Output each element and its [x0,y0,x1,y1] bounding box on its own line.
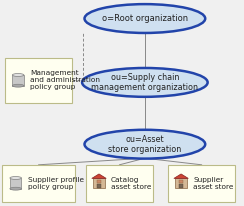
Ellipse shape [10,177,21,179]
Bar [10,178,21,189]
Text: ou=Supply chain
management organization: ou=Supply chain management organization [91,73,198,92]
Ellipse shape [12,84,24,87]
Ellipse shape [84,4,205,33]
Text: Management
and administration
policy group: Management and administration policy gro… [30,70,100,90]
Text: Supplier
asset store: Supplier asset store [193,177,234,190]
Text: Catalog
asset store: Catalog asset store [111,177,152,190]
Bar [179,180,183,183]
Bar [97,180,101,183]
Bar [12,75,24,86]
Bar [179,184,183,188]
FancyBboxPatch shape [86,165,153,202]
Bar [93,178,105,188]
Ellipse shape [12,74,24,76]
FancyBboxPatch shape [168,165,235,202]
Polygon shape [92,174,106,178]
FancyBboxPatch shape [5,58,72,103]
FancyBboxPatch shape [2,165,75,202]
Bar [175,178,187,188]
Text: o=Root organization: o=Root organization [102,14,188,23]
Bar [97,184,101,188]
Text: ou=Asset
store organization: ou=Asset store organization [108,135,182,154]
Ellipse shape [10,187,21,190]
Text: Supplier profile
policy group: Supplier profile policy group [28,177,84,190]
Ellipse shape [82,68,208,97]
Polygon shape [174,174,188,178]
Ellipse shape [84,130,205,159]
